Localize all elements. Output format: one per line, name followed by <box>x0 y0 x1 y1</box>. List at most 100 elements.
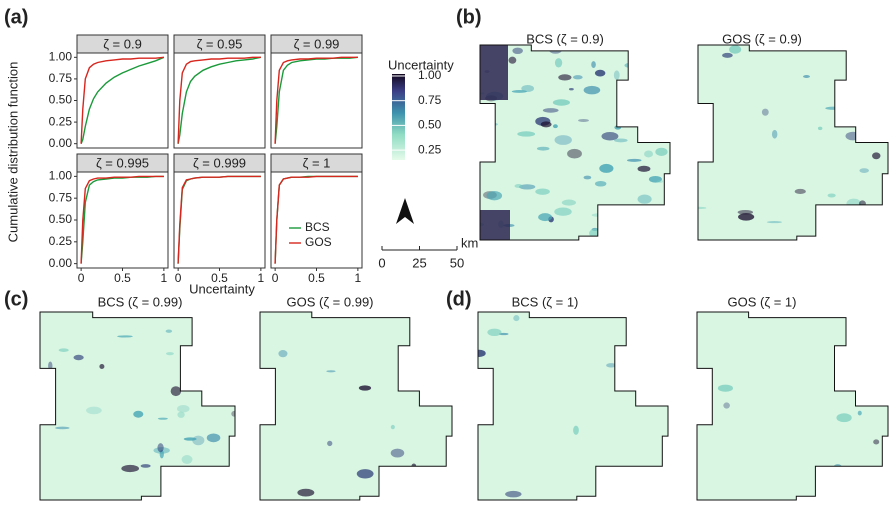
strip-title: ζ = 0.999 <box>193 155 246 170</box>
cdf-line <box>177 56 261 144</box>
colorbar-label: 0.50 <box>418 118 442 132</box>
map-outline <box>697 44 889 241</box>
map-blob <box>648 53 658 59</box>
map-blob <box>648 175 662 183</box>
map-blob <box>817 126 823 131</box>
cdf-line <box>274 56 358 144</box>
map-blob <box>517 131 536 137</box>
map-blob <box>165 329 173 333</box>
panel-label: (a) <box>4 6 28 28</box>
plot-area <box>76 171 169 269</box>
scale-label: 25 <box>412 255 426 270</box>
y-tick-label: 0.00 <box>49 136 73 150</box>
map-blob <box>717 384 733 392</box>
map-blob <box>133 410 144 418</box>
map-blob <box>630 74 635 83</box>
map-blob <box>567 148 582 159</box>
strip-title: ζ = 0.9 <box>103 36 142 51</box>
map-blob <box>183 437 197 441</box>
map-blob <box>554 58 563 68</box>
map-blob <box>613 70 620 80</box>
map-blob <box>512 47 523 55</box>
colorbar-label: 0.75 <box>418 93 442 107</box>
map-blob <box>614 138 628 143</box>
map-blob <box>535 188 550 195</box>
panel-label: (c) <box>4 288 28 310</box>
map-blob <box>552 124 558 129</box>
map-blob <box>601 132 619 141</box>
x-tick-label: 0 <box>272 271 279 285</box>
colorbar <box>392 74 405 160</box>
map-blob <box>572 75 583 80</box>
map-blob <box>231 410 235 417</box>
map-blob <box>827 193 836 198</box>
map-blob <box>845 131 861 141</box>
map-blob <box>639 214 657 224</box>
map-outline <box>39 311 236 501</box>
map-outline <box>479 44 671 241</box>
strip-title: ζ = 0.95 <box>197 36 243 51</box>
map-blob <box>794 188 806 194</box>
map-title: GOS (ζ = 1) <box>728 294 797 309</box>
map-blob <box>738 213 755 221</box>
colorbar-title: Uncertainty <box>388 57 454 72</box>
map-blob <box>637 165 651 172</box>
x-tick-label: 0.5 <box>211 271 228 285</box>
map-title: BCS (ζ = 1) <box>512 294 579 309</box>
map-blob <box>55 426 70 430</box>
map-blob <box>223 365 235 375</box>
map-blob <box>99 364 105 369</box>
map-blob <box>583 85 601 95</box>
y-tick-label: 0.75 <box>49 190 73 204</box>
map-blob <box>426 343 438 350</box>
map-blob <box>73 354 84 361</box>
map-blob <box>872 152 881 160</box>
y-axis-title: Cumulative distribution function <box>5 62 20 243</box>
map-blob <box>166 352 174 356</box>
map-blob <box>858 200 866 207</box>
map-blob <box>177 411 185 418</box>
cdf-line <box>274 56 358 144</box>
map-blob <box>542 108 559 113</box>
map-blob <box>192 435 205 446</box>
panel-label: (d) <box>446 288 472 310</box>
map-blob <box>189 467 195 473</box>
x-tick-label: 1 <box>161 271 168 285</box>
map-blob <box>127 312 134 314</box>
map-blob <box>169 492 186 500</box>
map-blob <box>722 52 733 58</box>
map-blob <box>873 439 880 445</box>
legend-label: BCS <box>305 220 330 234</box>
strip-title: ζ = 0.99 <box>294 36 340 51</box>
map-blob <box>222 324 230 327</box>
map-blob <box>599 163 614 173</box>
map-blob <box>260 414 275 417</box>
map-blob <box>478 349 486 357</box>
map-blob <box>170 386 182 397</box>
y-tick-label: 0.75 <box>49 71 73 85</box>
map-blob <box>644 150 653 158</box>
cdf-line <box>177 56 262 144</box>
map-blob <box>121 464 140 473</box>
map-blob <box>627 158 642 162</box>
map-blob <box>231 316 235 322</box>
map-blob <box>561 199 577 206</box>
cdf-line <box>274 175 358 264</box>
map-outline <box>259 311 453 501</box>
map-title: GOS (ζ = 0.99) <box>286 294 373 309</box>
map-blob <box>651 120 666 125</box>
map-blob <box>486 191 503 201</box>
map-blob <box>505 490 522 498</box>
map-blob <box>656 180 664 183</box>
map-blob <box>419 383 429 394</box>
map-blob <box>117 335 133 338</box>
map-blob <box>390 448 405 458</box>
plot-area <box>270 52 363 149</box>
map-title: GOS (ζ = 0.9) <box>722 31 802 46</box>
map-blob <box>761 108 769 116</box>
map-blob <box>616 114 632 117</box>
map-blob <box>554 135 572 145</box>
map-blob <box>157 417 168 420</box>
map-corner <box>480 210 510 240</box>
